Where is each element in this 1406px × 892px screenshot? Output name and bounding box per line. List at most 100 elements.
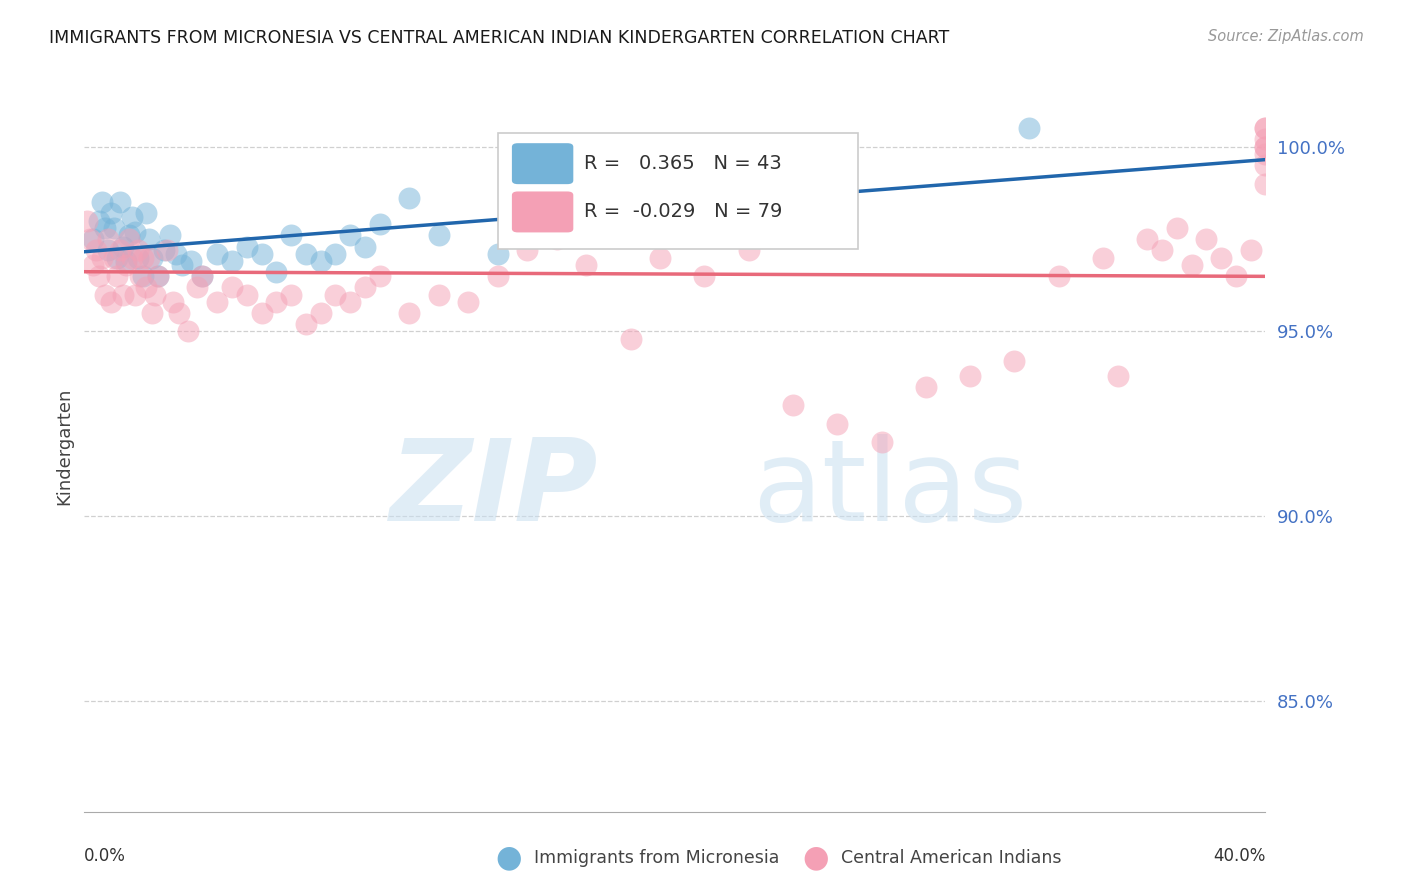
Point — [1225, 268, 1247, 283]
Point — [398, 306, 420, 320]
Point — [132, 251, 155, 265]
Text: Source: ZipAtlas.com: Source: ZipAtlas.com — [1208, 29, 1364, 44]
Point — [167, 306, 190, 320]
Point — [959, 368, 981, 383]
Point — [915, 380, 938, 394]
Point — [1195, 232, 1218, 246]
Point — [280, 287, 302, 301]
Point — [170, 258, 193, 272]
Point — [127, 244, 149, 258]
Point — [427, 287, 450, 301]
Point — [325, 287, 347, 301]
Point — [486, 268, 509, 283]
Point — [1254, 121, 1277, 136]
Point — [84, 244, 107, 258]
Point — [103, 251, 125, 265]
Point — [295, 317, 318, 331]
Point — [156, 244, 179, 258]
Point — [236, 287, 259, 301]
FancyBboxPatch shape — [512, 192, 574, 233]
Point — [620, 332, 643, 346]
Text: ZIP: ZIP — [389, 434, 598, 545]
Point — [1004, 354, 1026, 368]
Point — [121, 251, 143, 265]
Text: ●: ● — [803, 844, 828, 872]
Point — [1254, 140, 1277, 154]
Point — [94, 287, 117, 301]
Point — [1136, 232, 1159, 246]
Point — [1254, 140, 1277, 154]
Point — [159, 228, 181, 243]
Text: Central American Indians: Central American Indians — [841, 849, 1062, 867]
Point — [266, 294, 288, 309]
Point — [76, 213, 98, 227]
Point — [546, 202, 568, 217]
Point — [339, 294, 361, 309]
Point — [1152, 244, 1174, 258]
Point — [309, 306, 332, 320]
Point — [221, 254, 243, 268]
Point — [325, 247, 347, 261]
Point — [135, 206, 157, 220]
Point — [1254, 147, 1277, 161]
Point — [186, 280, 208, 294]
Point — [91, 195, 114, 210]
Point — [870, 435, 893, 450]
Point — [486, 247, 509, 261]
Point — [191, 268, 214, 283]
Point — [124, 287, 146, 301]
Text: ●: ● — [496, 844, 522, 872]
FancyBboxPatch shape — [512, 144, 574, 184]
Point — [100, 294, 122, 309]
Point — [693, 268, 716, 283]
Point — [354, 239, 377, 253]
Point — [250, 247, 273, 261]
FancyBboxPatch shape — [498, 133, 858, 249]
Point — [97, 244, 120, 258]
Point — [118, 228, 141, 243]
Point — [114, 258, 136, 272]
Point — [79, 232, 101, 246]
Point — [1047, 268, 1070, 283]
Point — [782, 398, 804, 412]
Point — [180, 254, 202, 268]
Point — [141, 306, 163, 320]
Point — [207, 294, 229, 309]
Point — [103, 221, 125, 235]
Point — [1181, 258, 1204, 272]
Point — [309, 254, 332, 268]
Point — [143, 287, 166, 301]
Point — [114, 254, 136, 268]
Point — [148, 268, 170, 283]
Point — [1166, 221, 1188, 235]
Point — [1240, 244, 1263, 258]
Point — [100, 206, 122, 220]
Point — [124, 225, 146, 239]
Point — [132, 268, 155, 283]
Point — [1254, 132, 1277, 146]
Point — [138, 251, 160, 265]
Point — [280, 228, 302, 243]
Point — [129, 268, 152, 283]
Point — [516, 244, 538, 258]
Point — [266, 265, 288, 279]
Point — [368, 218, 391, 232]
Point — [135, 280, 157, 294]
Point — [191, 268, 214, 283]
Point — [427, 228, 450, 243]
Y-axis label: Kindergarten: Kindergarten — [55, 387, 73, 505]
Point — [827, 417, 849, 431]
Point — [398, 192, 420, 206]
Point — [236, 239, 259, 253]
Point — [105, 268, 128, 283]
Point — [111, 239, 134, 253]
Point — [165, 247, 187, 261]
Point — [121, 210, 143, 224]
Point — [127, 251, 149, 265]
Point — [1211, 251, 1233, 265]
Point — [1092, 251, 1115, 265]
Point — [221, 280, 243, 294]
Point — [87, 268, 111, 283]
Point — [118, 232, 141, 246]
Point — [1254, 177, 1277, 191]
